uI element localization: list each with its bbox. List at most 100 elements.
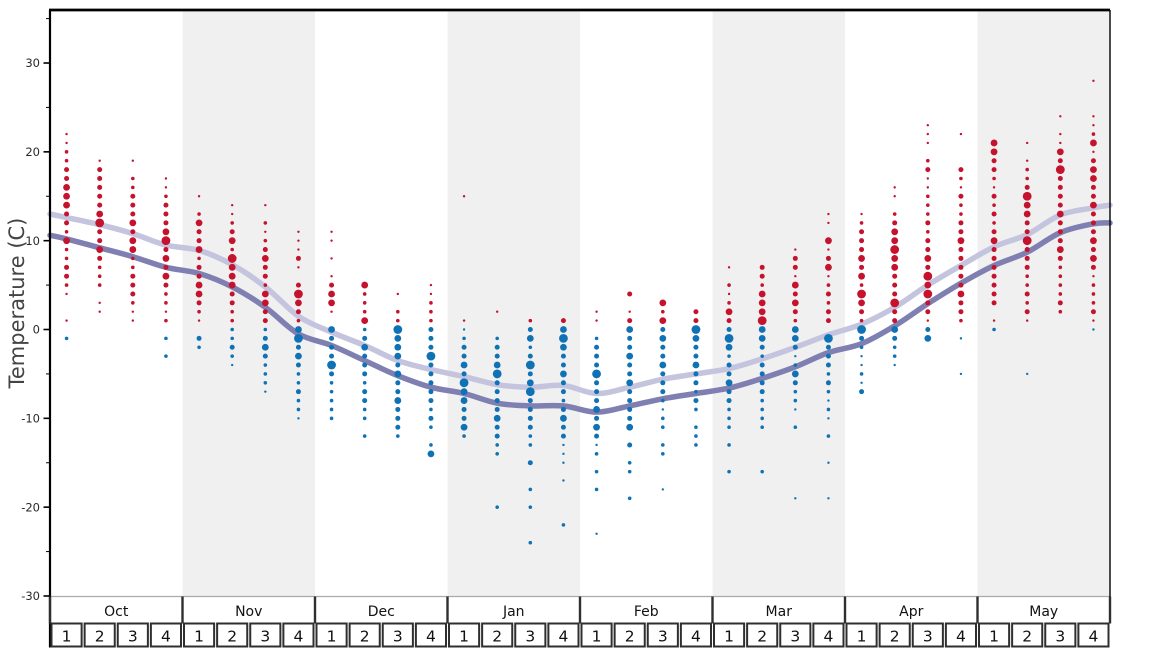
temp-dot-blue (494, 433, 500, 439)
temp-dot-blue (626, 423, 634, 431)
temp-dot-red (328, 299, 335, 307)
temp-dot-red (64, 256, 69, 261)
temp-dot-red (825, 237, 832, 245)
temp-dot-blue (263, 363, 268, 367)
temp-dot-red (892, 212, 897, 216)
temp-dot-red (1090, 184, 1096, 190)
month-label-May: May (1029, 604, 1058, 620)
temp-dot-red (230, 318, 234, 323)
temp-dot-blue (694, 425, 698, 430)
temp-dot-blue (525, 387, 535, 397)
temp-dot-red (129, 246, 137, 253)
temp-dot-blue (726, 362, 732, 368)
temp-dot-red (758, 308, 766, 316)
temp-dot-red (131, 185, 135, 190)
temp-dot-red (164, 318, 168, 323)
temp-dot-blue (725, 379, 733, 387)
temp-dot-red (1022, 191, 1032, 201)
temp-dot-red (560, 318, 566, 324)
temp-dot-blue (362, 416, 367, 421)
temp-dot-red (1057, 193, 1063, 199)
temp-dot-red (925, 309, 931, 315)
temp-dot-red (958, 264, 964, 270)
temp-dot-blue (528, 540, 533, 545)
y-tick-label: 20 (25, 145, 40, 159)
temp-dot-blue (525, 360, 535, 370)
temp-dot-red (97, 274, 102, 279)
temp-dot-red (230, 309, 234, 314)
week-label: 1 (62, 628, 72, 646)
temp-dot-red (1092, 319, 1095, 322)
temp-dot-blue (329, 407, 334, 412)
temp-dot-red (361, 317, 369, 325)
temp-dot-red (1091, 283, 1096, 287)
temp-dot-blue (560, 362, 566, 368)
temp-dot-red (959, 203, 963, 207)
temp-dot-blue (426, 351, 436, 361)
temp-dot-red (792, 255, 798, 261)
temp-dot-blue (758, 334, 766, 342)
temp-dot-blue (362, 371, 368, 377)
temp-dot-blue (860, 354, 863, 358)
temp-dot-blue (329, 380, 334, 385)
temp-dot-red (759, 273, 765, 279)
temp-dot-red (661, 309, 665, 314)
temp-dot-red (262, 264, 268, 270)
week-cell (50, 622, 83, 648)
temp-dot-red (396, 292, 400, 296)
temp-dot-blue (726, 371, 732, 377)
temp-dot-red (958, 193, 964, 199)
temp-dot-red (1090, 158, 1096, 164)
temp-dot-red (1092, 79, 1095, 82)
temp-dot-red (925, 247, 931, 253)
temp-dot-red (295, 255, 301, 261)
month-band-Mar (712, 10, 845, 597)
temp-dot-red (826, 301, 831, 305)
temp-dot-red (195, 219, 203, 227)
temp-dot-red (163, 247, 169, 253)
temp-dot-red (991, 264, 997, 270)
temp-dot-blue (561, 398, 566, 403)
month-label-Mar: Mar (766, 604, 793, 620)
temp-dot-red (164, 292, 168, 296)
temp-dot-red (890, 298, 900, 308)
temp-dot-blue (396, 434, 400, 438)
temp-dot-red (195, 281, 203, 289)
temp-dot-red (595, 310, 598, 313)
temp-dot-blue (263, 372, 268, 376)
temp-dot-red (826, 283, 831, 287)
temp-dot-blue (860, 363, 863, 367)
temp-dot-blue (528, 434, 533, 438)
temp-dot-red (891, 228, 899, 236)
temp-dot-red (659, 317, 667, 325)
temp-dot-blue (759, 389, 765, 395)
temp-dot-blue (859, 335, 865, 341)
temp-dot-red (196, 300, 202, 306)
temp-dot-red (926, 203, 930, 207)
temp-dot-red (957, 290, 965, 298)
temp-dot-red (1090, 237, 1097, 245)
y-tick-label: 0 (33, 323, 40, 337)
temp-dot-blue (460, 361, 468, 369)
temp-dot-red (859, 229, 865, 235)
temp-dot-red (330, 257, 333, 260)
temp-dot-red (262, 273, 268, 279)
temp-dot-red (925, 264, 931, 270)
temp-dot-red (1091, 301, 1096, 305)
week-cell (448, 622, 481, 648)
temp-dot-red (97, 184, 103, 190)
average-high-line (47, 202, 1113, 397)
temp-dot-blue (925, 327, 931, 332)
week-cell (183, 622, 216, 648)
temp-dot-red (1025, 319, 1029, 322)
temp-dot-blue (594, 344, 600, 350)
week-cell (216, 622, 249, 648)
month-label-Oct: Oct (104, 604, 129, 620)
week-label: 4 (691, 628, 701, 646)
week-cell (713, 622, 746, 648)
temp-dot-blue (791, 326, 799, 333)
temp-dot-red (1057, 184, 1063, 190)
temp-dot-blue (395, 415, 401, 421)
week-label: 3 (525, 628, 535, 646)
temp-dot-red (196, 264, 202, 270)
